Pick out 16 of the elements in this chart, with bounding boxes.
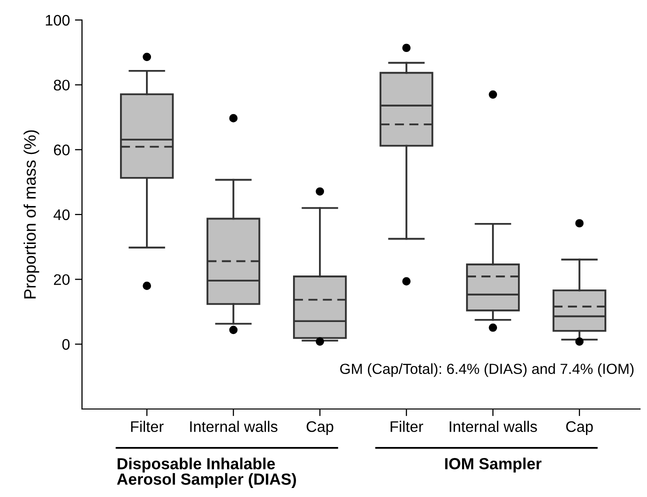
text: IOM Sampler <box>445 458 542 473</box>
annotation: GM (Cap/Total): 6.4% (DIAS) and 7.4% (IOM) <box>340 363 634 377</box>
y-tick-label: 20 <box>54 274 70 286</box>
x-tick-label: Cap <box>306 421 334 436</box>
x-tick-label: Internal walls <box>190 420 278 432</box>
y-axis-title: Proportion of mass (%) <box>24 130 40 298</box>
y-tick-label: 60 <box>54 144 70 156</box>
y-tick-label: 40 <box>54 209 70 220</box>
x-tick-label: Filter <box>390 420 424 432</box>
y-tick-label: 80 <box>54 80 70 91</box>
text: Disposable Inhalable Aerosol Sampler (DIAS) <box>117 458 296 488</box>
x-tick-label: Internal walls <box>450 420 537 432</box>
y-tick-label: 0 <box>62 339 70 350</box>
x-tick-label: Filter <box>131 420 164 432</box>
y-tick-label: 100 <box>46 14 70 26</box>
x-tick-label: Cap <box>566 421 593 436</box>
